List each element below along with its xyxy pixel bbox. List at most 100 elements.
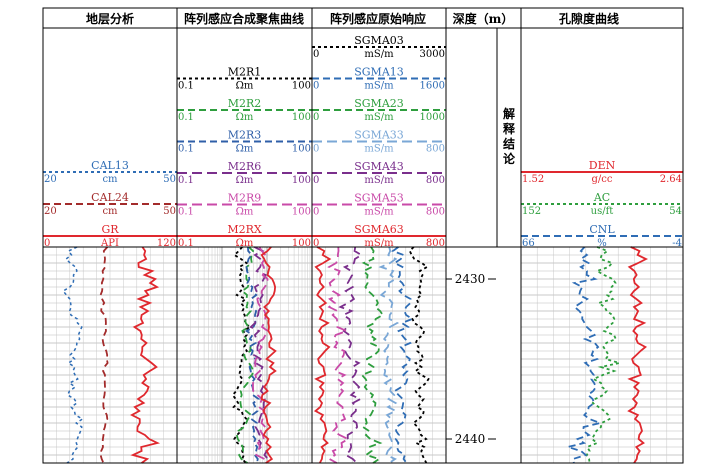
curve-max: 100 [292,81,311,92]
curve-header-m2r3: M2R3 Ωm 0.1 100 [177,129,312,155]
curve-m2r2 [235,246,255,464]
curve-header-sgma23: SGMA23 mS/m 0 1000 [312,97,446,123]
curve-name: SGMA43 [354,160,404,173]
curve-max: 100 [292,207,311,218]
curve-unit: API [100,238,119,249]
curve-min: 0 [313,81,319,92]
curve-max: 800 [426,144,445,155]
curve-m2r1 [231,246,252,464]
curve-sgma13 [391,246,415,464]
curve-unit: Ωm [236,144,254,155]
curve-header-sgma13: SGMA13 mS/m 0 1600 [312,66,446,92]
curve-name: DEN [589,159,616,172]
curve-name: M2RX [227,223,262,236]
curve-name: SGMA53 [354,192,404,205]
curve-name: GR [101,223,119,236]
curve-max: 3000 [420,49,445,60]
curve-name: M2R6 [228,160,262,173]
svg-text:2440: 2440 [455,432,486,446]
curve-sgma33 [378,246,400,464]
curve-name: CAL24 [91,191,129,204]
curve-unit: us/ft [591,206,614,217]
curve-max: 2.64 [660,174,682,185]
curve-header-m2rx: M2RX Ωm 0.1 100 [177,223,312,249]
curve-header-sgma53: SGMA53 mS/m 0 800 [312,192,446,218]
curve-unit: mS/m [364,144,394,155]
curve-min: 0.1 [178,144,194,155]
curve-min: 0.1 [178,238,194,249]
curve-name: M2R1 [228,66,262,79]
curve-name: SGMA23 [354,97,404,110]
curve-unit: Ωm [236,207,254,218]
curve-header-sgma43: SGMA43 mS/m 0 800 [312,160,446,186]
track-title-porosity: 孔隙度曲线 [559,11,619,26]
curve-name: SGMA63 [354,223,404,236]
curve-header-m2r9: M2R9 Ωm 0.1 100 [177,192,312,218]
curve-max: 54 [669,206,682,217]
curve-name: SGMA03 [354,34,404,47]
curve-max: 1000 [420,112,445,123]
curve-unit: mS/m [364,238,394,249]
curve-sgma23 [360,246,385,464]
curve-min: 0 [313,49,319,60]
curve-min: 1.52 [522,174,544,185]
curve-min: 20 [44,174,57,185]
curve-header-m2r6: M2R6 Ωm 0.1 100 [177,160,312,186]
curve-name: M2R9 [228,192,262,205]
curve-unit: mS/m [364,207,394,218]
curve-max: 800 [426,238,445,249]
curve-cal13 [62,246,84,464]
curve-sgma03 [408,246,430,464]
curve-sgma63 [313,246,332,464]
curve-sgma53 [327,246,351,464]
curve-unit: Ωm [236,175,254,186]
curve-max: 800 [426,207,445,218]
curve-unit: Ωm [236,81,254,92]
curve-max: 100 [292,175,311,186]
curve-cnl [564,246,604,464]
curve-sgma43 [338,246,364,464]
curve-name: M2R3 [228,129,262,142]
curve-min: 0 [313,144,319,155]
curve-min: 0 [313,207,319,218]
track-title-formation: 地层分析 [86,11,134,26]
curve-max: 800 [426,175,445,186]
curve-min: 0.1 [178,207,194,218]
curve-unit: mS/m [364,49,394,60]
curve-header-m2r2: M2R2 Ωm 0.1 100 [177,97,312,123]
curve-min: 20 [44,206,57,217]
curve-name: M2R2 [228,97,262,110]
curve-unit: Ωm [236,238,254,249]
curve-ac [585,246,620,464]
svg-text:解释结论: 解释结论 [503,106,516,166]
curve-header-sgma33: SGMA33 mS/m 0 800 [312,129,446,155]
curve-name: CAL13 [91,159,129,172]
curve-unit: mS/m [364,175,394,186]
curve-unit: mS/m [364,112,394,123]
curve-max: 50 [163,174,176,185]
curve-min: 0.1 [178,81,194,92]
curve-header-gr: GR API 0 120 [43,223,177,249]
curve-header-den: DEN g/cc 1.52 2.64 [521,159,683,185]
depth-label-2440: 2440 [446,432,496,446]
curve-header-cal24: CAL24 cm 20 50 [43,191,177,217]
curve-min: 66 [522,238,535,249]
curve-unit: cm [102,174,118,185]
curve-name: AC [593,191,610,204]
curve-min: 0 [313,238,319,249]
curve-max: -4 [672,238,682,249]
curve-header-ac: AC us/ft 152 54 [521,191,683,217]
curve-m2r3 [244,246,261,464]
curve-unit: cm [102,206,118,217]
curve-unit: mS/m [364,81,394,92]
curve-min: 152 [522,206,541,217]
curve-header-sgma63: SGMA63 mS/m 0 800 [312,223,446,249]
curve-m2rx [260,246,277,464]
curve-max: 100 [292,238,311,249]
curve-header-m2r1: M2R1 Ωm 0.1 100 [177,66,312,92]
curve-max: 100 [292,112,311,123]
curve-unit: Ωm [236,112,254,123]
curve-max: 100 [292,144,311,155]
curve-header-sgma03: SGMA03 mS/m 0 3000 [312,34,446,60]
curve-max: 120 [157,238,176,249]
